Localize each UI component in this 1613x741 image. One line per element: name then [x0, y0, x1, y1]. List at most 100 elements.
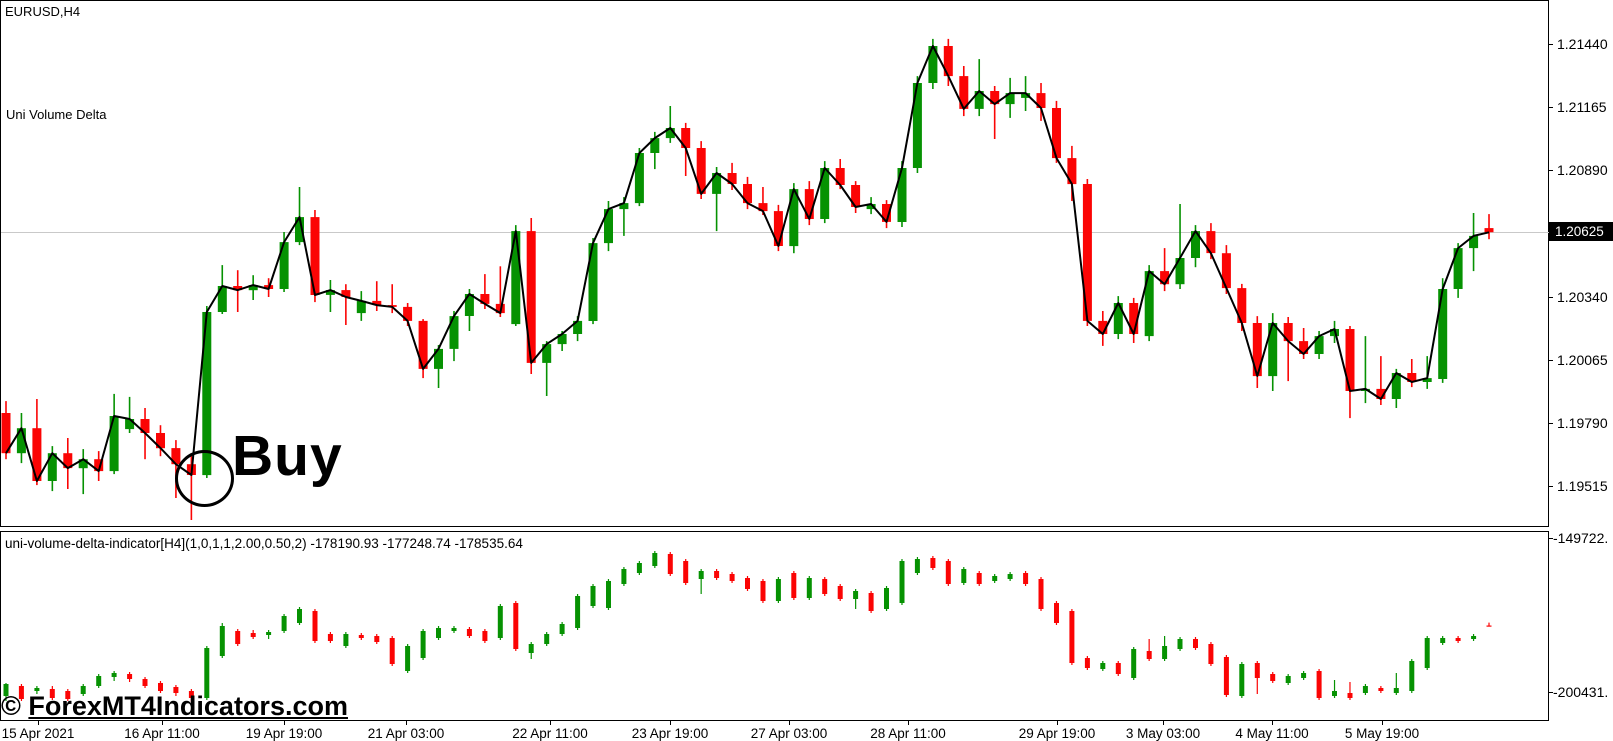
- copyright-icon: ©: [1, 691, 29, 721]
- price-tick-mark: [1548, 360, 1553, 361]
- candle-body: [683, 561, 689, 583]
- candle-body: [142, 679, 148, 686]
- current-price-box: 1.20625: [1549, 222, 1613, 241]
- candle-body: [714, 571, 720, 578]
- candle-body: [497, 606, 503, 638]
- main-chart-area[interactable]: [1, 1, 1548, 526]
- candle-body: [758, 203, 768, 212]
- candle-body: [1237, 288, 1247, 323]
- candle-body: [930, 558, 936, 568]
- candle-body: [575, 596, 581, 628]
- candle-body: [248, 285, 258, 291]
- candle-body: [451, 628, 457, 631]
- candle-body: [1347, 693, 1353, 698]
- candle-body: [961, 569, 967, 583]
- candle-body: [636, 563, 642, 573]
- candle-body: [775, 579, 781, 601]
- indicator-panel[interactable]: [0, 531, 1549, 721]
- candle-body: [1223, 657, 1229, 695]
- candle-body: [49, 689, 55, 698]
- candle-body: [665, 128, 675, 139]
- candle-body: [1208, 644, 1214, 664]
- candle-body: [312, 611, 318, 641]
- candle-body: [897, 168, 907, 222]
- indicator-values-label: uni-volume-delta-indicator[H4](1,0,1,1,2…: [5, 536, 523, 551]
- main-price-panel[interactable]: [0, 0, 1549, 527]
- candle-body: [634, 153, 644, 204]
- candle-body: [914, 559, 920, 573]
- candle-body: [295, 217, 304, 243]
- candle-body: [420, 631, 426, 658]
- watermark-link[interactable]: © ForexMT4Indicators.com: [1, 691, 348, 722]
- candle-body: [266, 632, 272, 635]
- candle-body: [1038, 579, 1044, 609]
- candle-body: [1484, 228, 1494, 233]
- candle-body: [482, 631, 488, 641]
- candle-body: [760, 581, 766, 601]
- candle-body: [1146, 651, 1152, 659]
- candle-body: [1409, 661, 1415, 691]
- candle-body: [1113, 303, 1123, 334]
- price-tick-mark: [1548, 44, 1553, 45]
- candle-body: [235, 631, 241, 644]
- candle-body: [125, 419, 135, 430]
- time-tick-mark: [789, 721, 790, 725]
- buy-annotation-label: Buy: [232, 424, 343, 488]
- candle-body: [1362, 686, 1368, 693]
- time-tick-mark: [1057, 721, 1058, 725]
- price-tick-label: 1.20340: [1557, 289, 1608, 305]
- price-tick-mark: [1548, 107, 1553, 108]
- candle-body: [743, 184, 752, 204]
- candle-body: [1175, 258, 1185, 285]
- time-tick-mark: [162, 721, 163, 725]
- candle-body: [1221, 253, 1231, 289]
- candle-body: [1270, 674, 1276, 681]
- indicator-chart-area[interactable]: [1, 532, 1548, 720]
- candle-body: [1486, 625, 1492, 627]
- candle-body: [712, 173, 722, 194]
- time-tick-label: 3 May 03:00: [1125, 726, 1201, 741]
- candle-body: [356, 300, 366, 314]
- candle-body: [18, 686, 24, 699]
- candle-body: [727, 173, 737, 184]
- candle-body: [557, 334, 567, 345]
- candle-body: [1115, 663, 1121, 674]
- price-tick-mark: [1548, 170, 1553, 171]
- candle-body: [325, 290, 335, 295]
- time-tick-mark: [284, 721, 285, 725]
- time-tick-label: 21 Apr 03:00: [367, 726, 445, 741]
- time-tick-label: 15 Apr 2021: [1, 726, 75, 741]
- candle-body: [1438, 289, 1448, 379]
- candle-body: [619, 203, 629, 210]
- price-tick-mark: [1548, 486, 1553, 487]
- candle-body: [511, 231, 521, 325]
- candle-body: [1193, 639, 1198, 648]
- candle-body: [32, 428, 42, 481]
- candle-body: [588, 243, 598, 321]
- candle-body: [822, 579, 828, 594]
- candle-body: [652, 553, 658, 566]
- candle-body: [820, 168, 830, 219]
- candle-body: [696, 148, 706, 194]
- candle-body: [1378, 688, 1384, 691]
- candle-body: [250, 633, 256, 637]
- candle-body: [806, 578, 812, 598]
- indicator-tick-mark: [1548, 692, 1553, 693]
- candle-body: [1471, 636, 1477, 639]
- time-tick-mark: [406, 721, 407, 725]
- candle-body: [1098, 320, 1108, 334]
- candle-body: [1376, 388, 1386, 399]
- time-tick-label: 16 Apr 11:00: [124, 726, 200, 741]
- candle-body: [156, 433, 165, 449]
- indicator-tick-mark: [1548, 538, 1553, 539]
- candle-body: [1082, 184, 1092, 321]
- candle-body: [606, 581, 611, 608]
- candle-body: [590, 586, 596, 606]
- candle-body: [1316, 671, 1322, 698]
- candle-body: [1177, 639, 1183, 649]
- candle-body: [650, 138, 660, 153]
- candle-body: [281, 616, 287, 631]
- candle-body: [1252, 323, 1262, 377]
- candle-body: [3, 684, 9, 696]
- candle-body: [1100, 663, 1106, 669]
